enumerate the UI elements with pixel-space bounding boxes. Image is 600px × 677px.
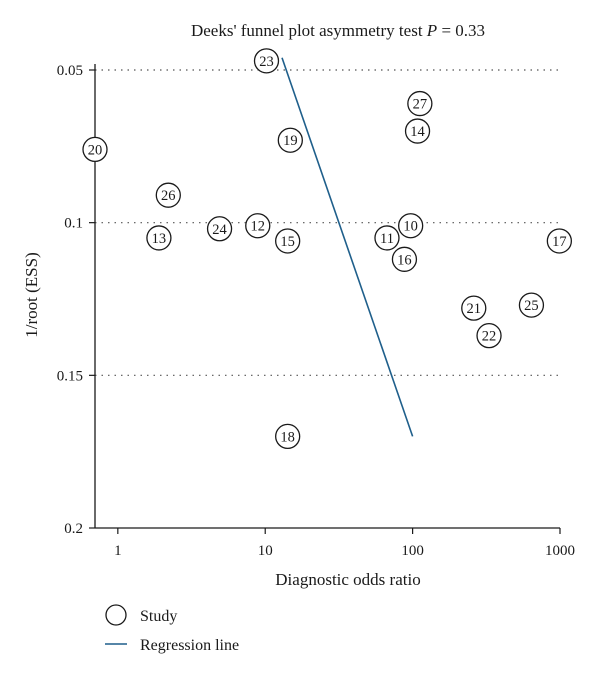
legend-regression-label: Regression line	[140, 637, 239, 654]
study-circle	[546, 228, 573, 254]
study-label: 16	[397, 252, 412, 268]
study-circle	[206, 216, 233, 242]
legend-study-label: Study	[140, 608, 177, 625]
study-label: 26	[161, 188, 176, 204]
study-point-13: 13	[146, 225, 172, 251]
study-label: 25	[524, 298, 539, 314]
study-label: 21	[467, 301, 482, 317]
study-label: 20	[88, 142, 103, 158]
study-label: 23	[259, 54, 274, 70]
study-circle	[275, 228, 301, 254]
study-label: 19	[283, 133, 298, 149]
study-circle	[518, 292, 545, 318]
study-circle	[82, 136, 108, 163]
chart-title-prefix: Deeks' funnel plot asymmetry test	[191, 21, 427, 40]
y-tick-label: 0.15	[57, 368, 83, 384]
study-label: 18	[280, 429, 295, 445]
study-circle	[245, 213, 271, 239]
study-point-18: 18	[275, 423, 301, 450]
study-circle	[374, 225, 400, 251]
study-circle	[407, 90, 433, 117]
study-point-21: 21	[461, 295, 487, 321]
x-tick-label: 100	[401, 543, 424, 559]
study-point-23: 23	[253, 48, 280, 74]
study-point-15: 15	[275, 228, 301, 254]
axes: 0.05 0.1 0.15 0.2 1 10 100 1000	[57, 63, 575, 559]
y-tick-label: 0.2	[64, 521, 83, 537]
study-point-19: 19	[277, 127, 303, 153]
study-point-16: 16	[391, 246, 418, 272]
study-label: 10	[403, 219, 418, 235]
y-axis-title: 1/root (ESS)	[22, 252, 41, 337]
x-axis-title: Diagnostic odds ratio	[275, 570, 420, 589]
chart-title: Deeks' funnel plot asymmetry test P = 0.…	[191, 21, 485, 40]
study-circle	[404, 118, 431, 144]
study-point-11: 11	[374, 225, 400, 251]
study-point-12: 12	[245, 213, 271, 239]
study-circle	[461, 295, 487, 321]
study-circle	[146, 225, 172, 251]
legend: Study Regression line	[105, 604, 239, 654]
study-circle	[155, 182, 181, 208]
chart-title-p: P	[426, 21, 437, 40]
regression-line	[281, 57, 414, 437]
legend-study-symbol	[105, 604, 127, 626]
study-label: 11	[380, 231, 394, 247]
study-point-17: 17	[546, 228, 573, 254]
y-tick-label: 0.1	[64, 216, 83, 232]
study-point-26: 26	[155, 182, 181, 208]
study-point-10: 10	[398, 213, 424, 239]
chart-title-suffix: = 0.33	[437, 21, 485, 40]
study-label: 14	[410, 124, 425, 140]
y-tick-label: 0.05	[57, 63, 83, 79]
x-tick-label: 1000	[545, 543, 575, 559]
x-tick-label: 1	[114, 543, 122, 559]
study-point-25: 25	[518, 292, 545, 318]
study-label: 12	[251, 219, 266, 235]
study-circle	[275, 423, 301, 450]
study-circle	[398, 213, 424, 239]
study-circle	[391, 246, 418, 272]
study-point-14: 14	[404, 118, 431, 144]
regression-line-layer	[281, 57, 414, 437]
study-label: 13	[152, 231, 167, 247]
study-label: 15	[280, 234, 295, 250]
study-circle	[253, 48, 280, 74]
study-label: 22	[482, 329, 497, 345]
study-point-20: 20	[82, 136, 108, 163]
study-circle	[476, 322, 502, 349]
study-label: 17	[552, 234, 567, 250]
study-label: 24	[212, 222, 227, 238]
study-point-24: 24	[206, 216, 233, 242]
study-point-22: 22	[476, 322, 502, 349]
study-circle	[277, 127, 303, 153]
x-tick-label: 10	[258, 543, 273, 559]
study-label: 27	[413, 97, 428, 113]
study-point-27: 27	[407, 90, 433, 117]
